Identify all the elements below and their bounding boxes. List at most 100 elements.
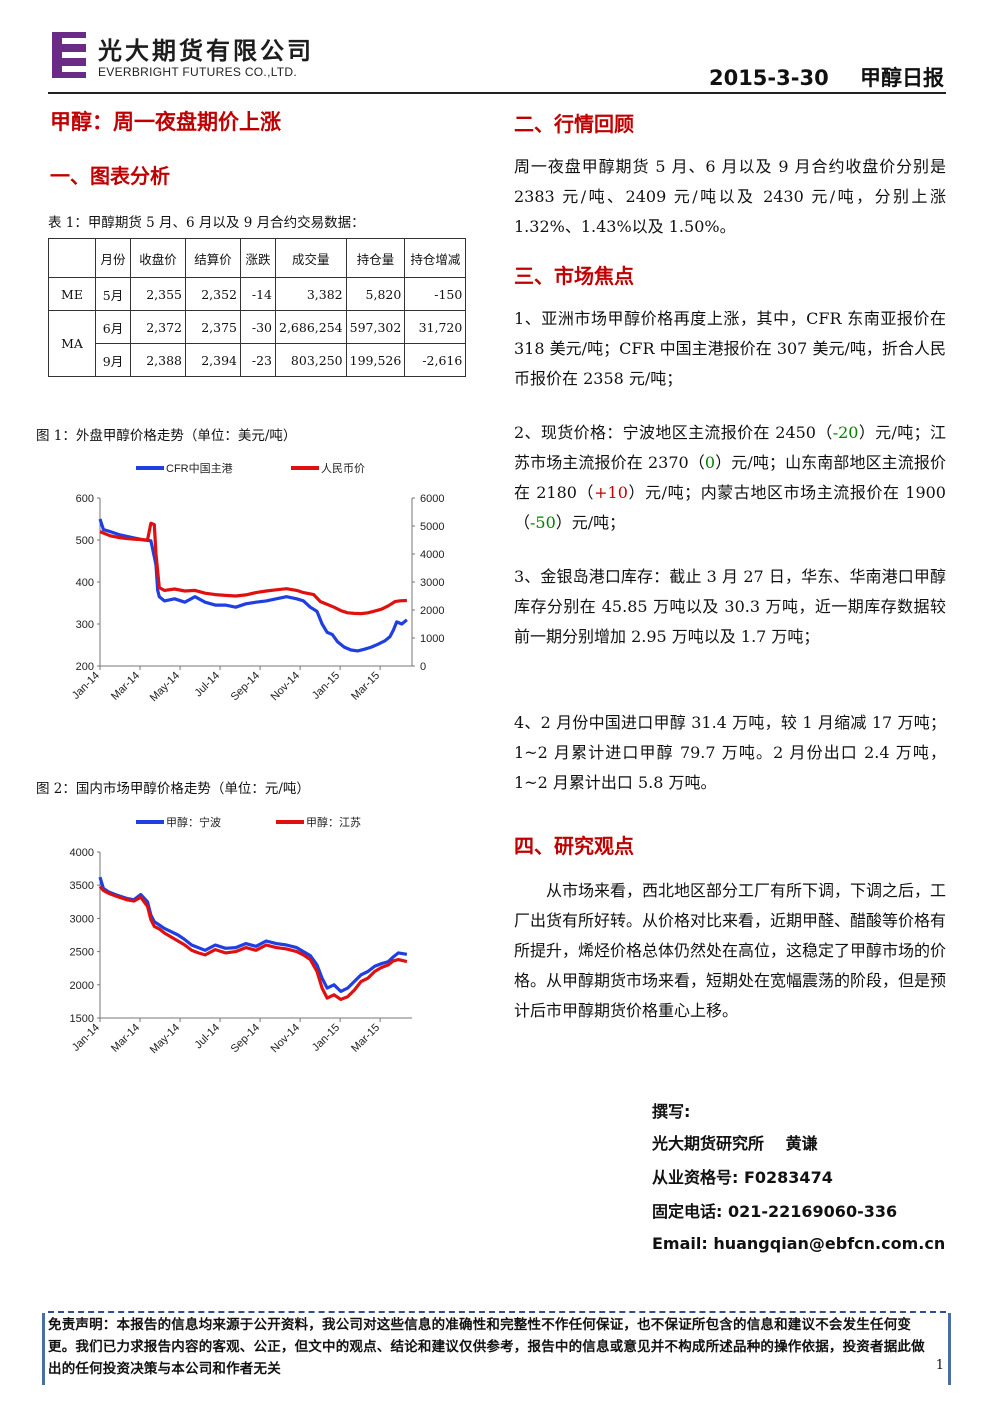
table-cell: 5,820: [345, 277, 406, 311]
table-cell: 2,355: [130, 277, 186, 311]
table-header-cell: 涨跌: [240, 238, 276, 278]
table-header-cell: 持仓增减: [404, 238, 467, 278]
report-name: 甲醇日报: [860, 66, 944, 90]
x-tick-label: May-14: [148, 1022, 182, 1056]
table-cell: 2,372: [130, 310, 186, 344]
legend-label: 人民币价: [321, 462, 365, 475]
x-tick-label: Jan-14: [70, 1022, 102, 1054]
page-title: 甲醇：周一夜盘期价上涨: [50, 110, 281, 134]
table-cell: -2,616: [404, 343, 467, 377]
series-line: [99, 521, 407, 616]
table-cell: 5月: [95, 277, 131, 311]
item2-text: ）元/吨；江苏市场主流报价在 2370（: [514, 423, 946, 472]
y2-tick-label: 1000: [420, 633, 444, 645]
market-review-text: 周一夜盘甲醇期货 5 月、6 月以及 9 月合约收盘价分别是 2383 元/吨、…: [514, 157, 946, 236]
table-cell: -23: [240, 343, 276, 377]
x-tick-label: Nov-14: [269, 1022, 303, 1056]
section4-heading: 四、研究观点: [514, 834, 634, 858]
x-tick-label: Jul-14: [192, 1022, 222, 1052]
item2-text: ）元/吨；: [555, 513, 626, 532]
x-tick-label: Nov-14: [269, 670, 303, 704]
table-header-cell: 月份: [95, 238, 131, 278]
page-number: 1: [935, 1358, 944, 1373]
item2-text: ）元/吨；内蒙古地区市场主流报价在 1900（: [514, 483, 946, 532]
table-cell: 597,302: [345, 310, 406, 344]
ningbo-change: -20: [832, 423, 859, 442]
table-cell: 31,720: [404, 310, 467, 344]
series-line: [98, 876, 408, 993]
table-row: 9月 2,388 2,394 -23 803,250 199,526 -2,61…: [49, 343, 467, 377]
table-cell: 199,526: [345, 343, 406, 377]
report-header: 2015-3-30 甲醇日报: [709, 62, 944, 92]
signature-phone: 固定电话: 021-22169060-336: [652, 1202, 898, 1221]
item2-text: ）元/吨；山东南部地区主流报价在 2180（: [514, 453, 946, 502]
disclaimer: 免责声明：本报告的信息均来源于公开资料，我公司对这些信息的准确性和完整性不作任何…: [48, 1317, 925, 1377]
table-cell: 9月: [95, 343, 131, 377]
research-view-text: 从市场来看，西北地区部分工厂有所下调，下调之后，工厂出货有所好转。从价格对比来看…: [514, 881, 947, 1020]
x-tick-label: Mar-15: [349, 1022, 382, 1055]
signature-author: 光大期货研究所 黄谦: [652, 1134, 818, 1153]
table-cell: 2,394: [185, 343, 241, 377]
footer-left-bar: [42, 1313, 45, 1385]
y2-tick-label: 0: [420, 661, 426, 673]
company-name-en: EVERBRIGHT FUTURES CO.,LTD.: [98, 65, 298, 79]
foreign-price-chart: CFR中国主港 人民币价20030040050060001000200030004…: [70, 462, 445, 704]
figure2-caption: 图 2：国内市场甲醇价格走势（单位：元/吨）: [36, 781, 310, 797]
footer-right-bar: [948, 1313, 951, 1385]
focus-item-2: 2、现货价格：宁波地区主流报价在 2450（-20）元/吨；江苏市场主流报价在 …: [514, 418, 946, 538]
x-tick-label: Jan-15: [310, 1022, 342, 1054]
table-header-cell: [48, 238, 96, 278]
x-tick-label: Jan-14: [70, 670, 102, 702]
table-cell: 803,250: [275, 343, 347, 377]
x-tick-label: Sep-14: [229, 1022, 263, 1056]
table-cell: 2,352: [185, 277, 241, 311]
shandong-change: +10: [594, 483, 628, 502]
table-cell: 2,375: [185, 310, 241, 344]
domestic-price-chart: 甲醇：宁波 甲醇：江苏 1500 2000 2500 3000 3500 4000 Jan-14…: [70, 815, 412, 1056]
x-tick-label: Jul-14: [192, 670, 222, 700]
y-tick-label: 600: [76, 493, 94, 505]
signature-label: 撰写:: [652, 1102, 691, 1121]
y-tick-label: 2500: [70, 947, 94, 959]
footer-divider: [48, 1311, 946, 1313]
company-logo-icon: [52, 32, 86, 78]
x-tick-label: Sep-14: [229, 670, 263, 704]
y-tick-label: 400: [76, 577, 94, 589]
x-tick-label: Mar-14: [109, 670, 142, 703]
table-cell: -30: [240, 310, 276, 344]
y-tick-label: 200: [76, 661, 94, 673]
table-header-cell: 成交量: [275, 238, 347, 278]
group-cell: ME: [48, 277, 96, 311]
contract-data-table: 月份 收盘价 结算价 涨跌 成交量 持仓量 持仓增减 ME 5月 2,355 2…: [48, 238, 467, 377]
table-caption: 表 1：甲醇期货 5 月、6 月以及 9 月合约交易数据：: [48, 215, 365, 231]
item2-text: 2、现货价格：宁波地区主流报价在 2450（: [514, 423, 833, 442]
y-tick-label: 3000: [70, 913, 94, 925]
table-header-cell: 结算价: [185, 238, 241, 278]
y2-tick-label: 6000: [420, 493, 444, 505]
x-tick-label: Mar-15: [349, 670, 382, 703]
company-name-cn: 光大期货有限公司: [98, 37, 314, 65]
y2-tick-label: 3000: [420, 577, 444, 589]
table-row: ME 5月 2,355 2,352 -14 3,382 5,820 -150: [48, 277, 467, 311]
table-row: MA 6月 2,372 2,375 -30 2,686,254 597,302 …: [48, 310, 467, 377]
legend-label: CFR中国主港: [166, 462, 233, 475]
y2-tick-label: 2000: [420, 605, 444, 617]
legend-label: 甲醇：宁波: [166, 815, 221, 829]
table-header-cell: 持仓量: [345, 238, 406, 278]
x-tick-label: Jan-15: [310, 670, 342, 702]
y2-tick-label: 5000: [420, 521, 444, 533]
report-date: 2015-3-30: [708, 66, 829, 90]
y-tick-label: 4000: [70, 847, 94, 859]
table-cell: -150: [404, 277, 467, 311]
legend-label: 甲醇：江苏: [306, 815, 361, 829]
focus-item-1: 1、亚洲市场甲醇价格再度上涨，其中，CFR 东南亚报价在 318 美元/吨；CF…: [514, 309, 946, 388]
group-cell: MA: [48, 310, 96, 377]
table-cell: -14: [240, 277, 276, 311]
header-divider: [48, 92, 946, 94]
table-cell: 3,382: [275, 277, 347, 311]
y-tick-label: 300: [76, 619, 94, 631]
table-cell: 2,388: [130, 343, 186, 377]
table-cell: 2,686,254: [275, 310, 347, 344]
x-tick-label: Mar-14: [109, 1022, 142, 1055]
y-tick-label: 1500: [70, 1013, 94, 1025]
